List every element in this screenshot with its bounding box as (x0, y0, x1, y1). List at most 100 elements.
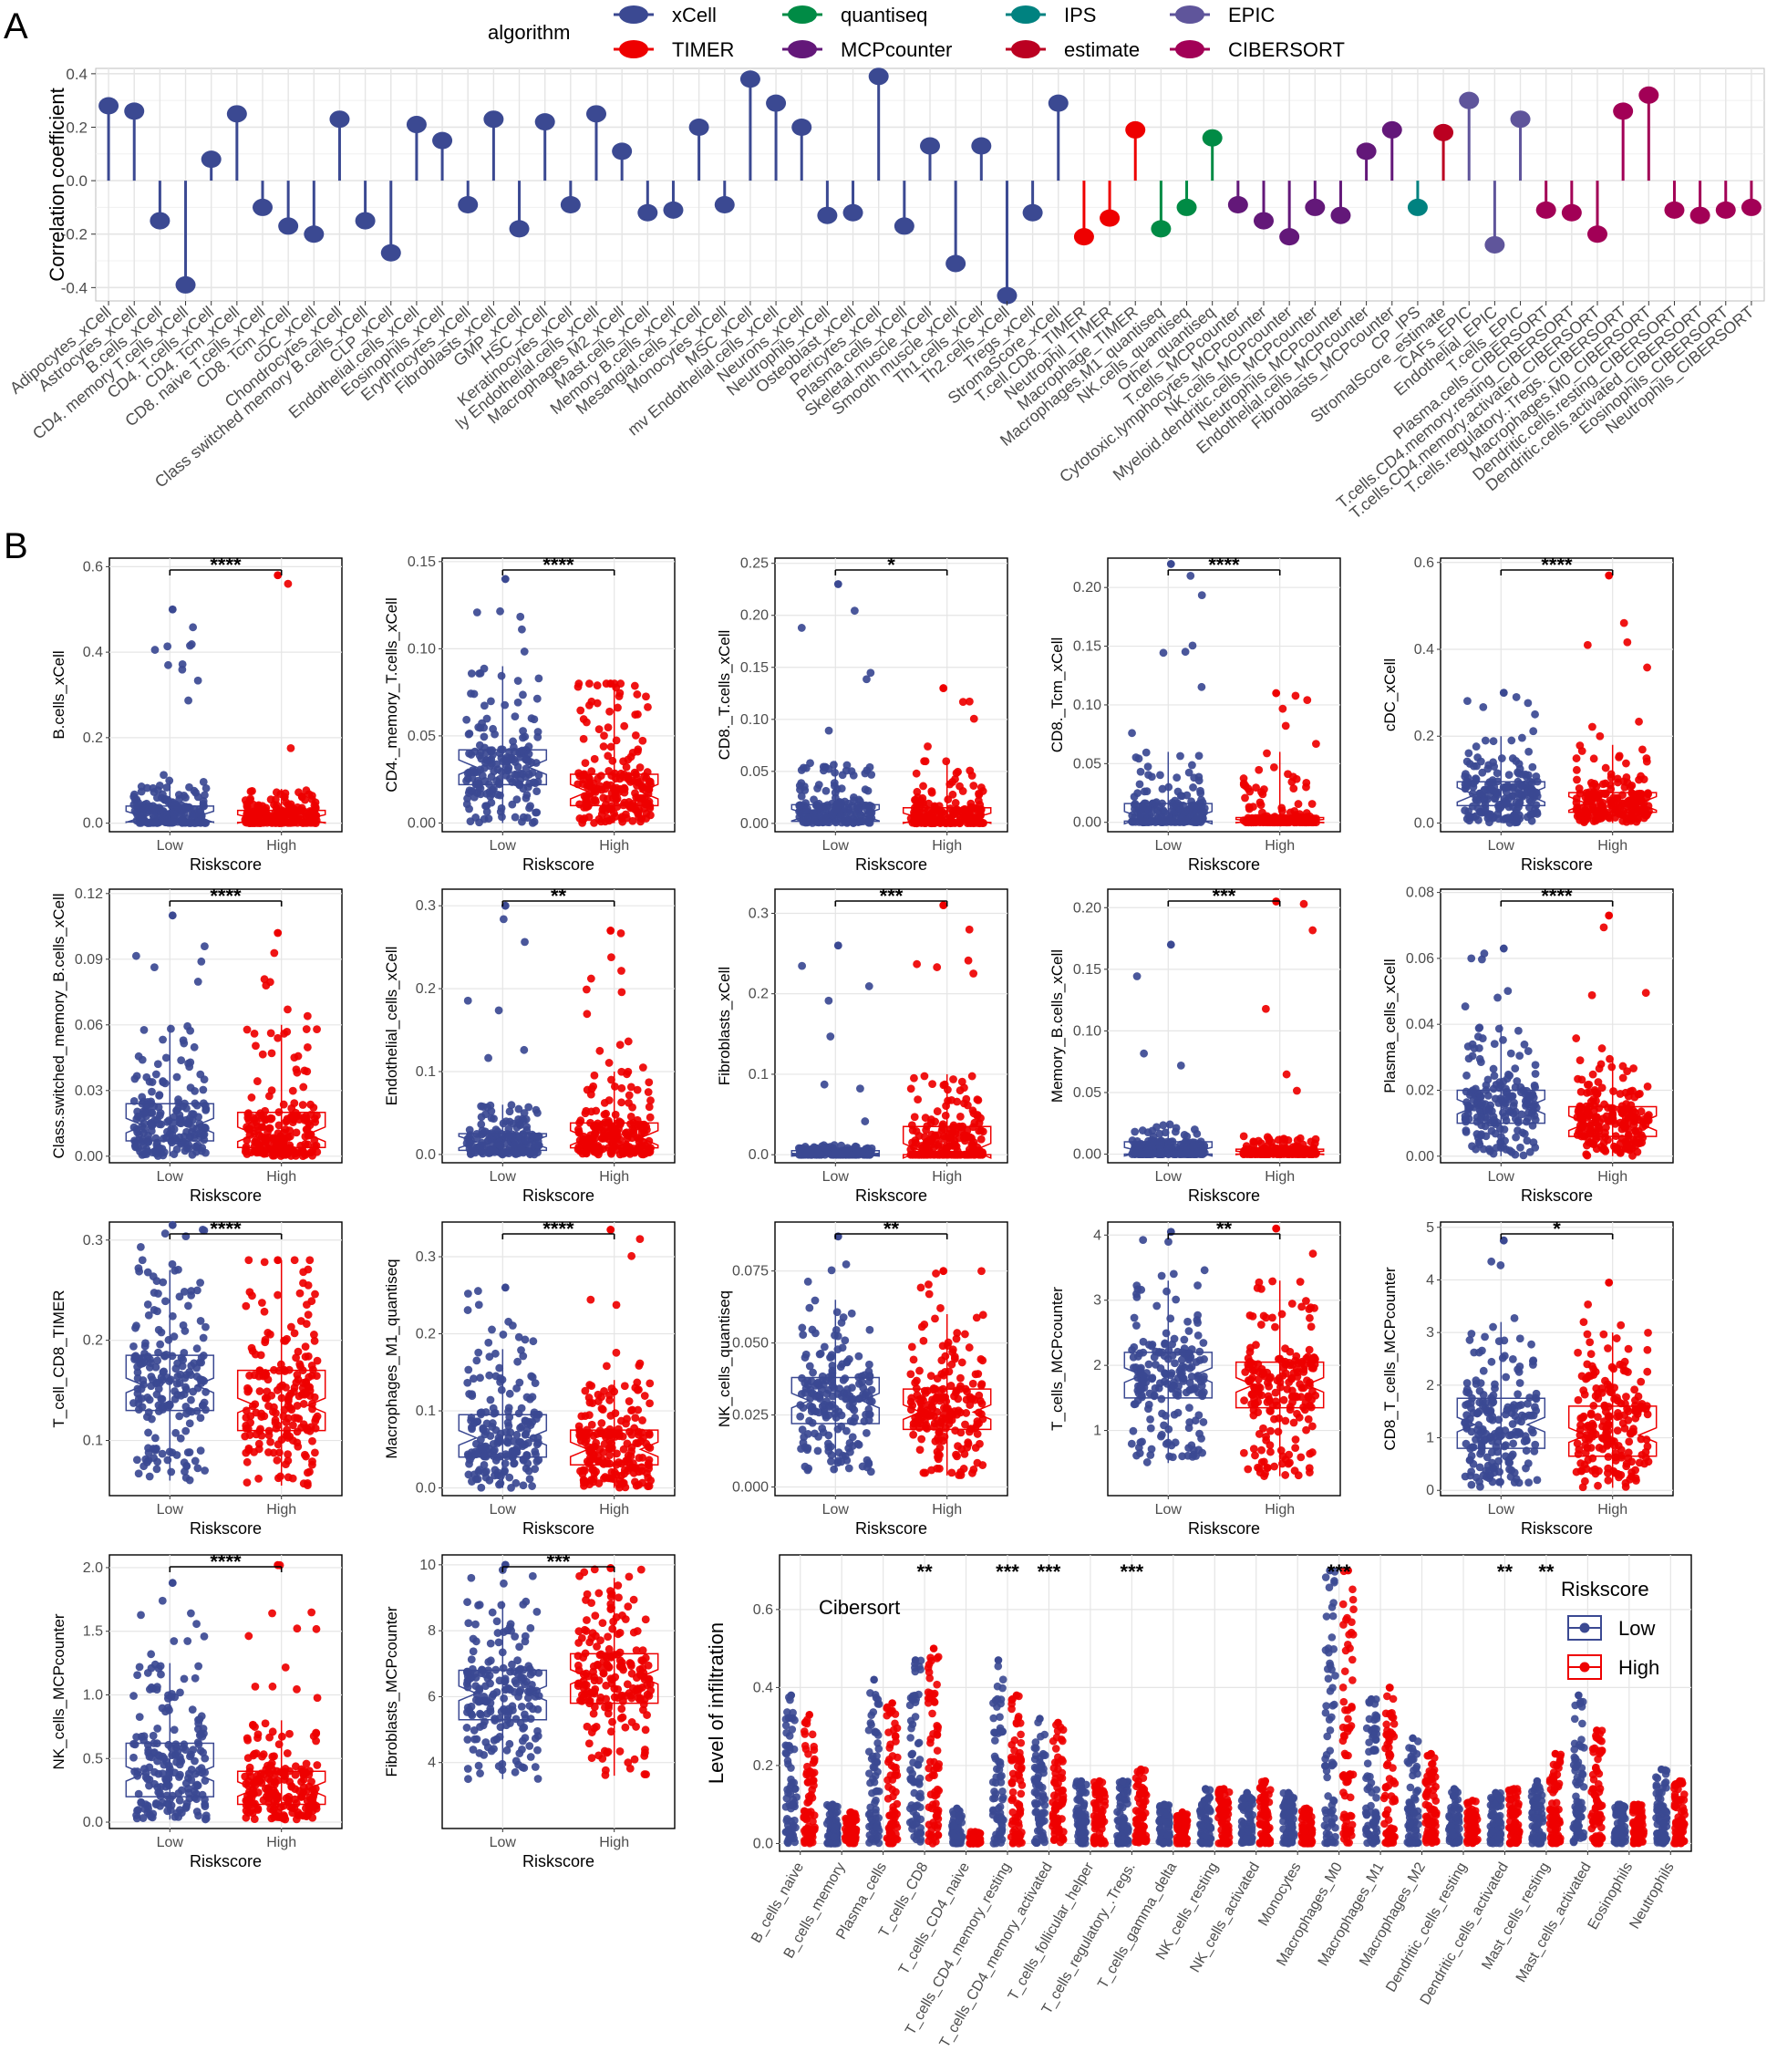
data-point (532, 808, 540, 817)
data-point (641, 1149, 650, 1158)
data-point (1494, 1024, 1503, 1033)
data-point (300, 1115, 309, 1124)
lollipop-point (1151, 220, 1172, 238)
data-point (590, 1071, 599, 1080)
data-point (1164, 782, 1173, 792)
data-point (633, 747, 642, 756)
data-point (582, 718, 591, 727)
data-point (1132, 972, 1142, 980)
data-point (604, 766, 614, 775)
data-point (1636, 789, 1644, 798)
data-point (181, 1426, 191, 1435)
data-point (933, 963, 942, 971)
data-point (187, 1395, 195, 1404)
data-point (1165, 1120, 1174, 1129)
data-point (927, 787, 936, 796)
x-tick-label: High (1265, 1169, 1295, 1185)
data-point-max (274, 928, 283, 938)
lollipop-point (380, 243, 401, 262)
data-point (830, 1141, 839, 1150)
data-point (174, 1098, 183, 1107)
data-point (796, 785, 804, 794)
data-point (243, 1150, 252, 1158)
data-point (193, 1464, 202, 1473)
lollipop-point (560, 195, 581, 213)
data-point (280, 793, 289, 802)
data-point (1167, 806, 1176, 815)
data-point (1265, 1149, 1274, 1158)
data-point (150, 1445, 160, 1454)
data-point (1599, 923, 1608, 932)
data-point (623, 1134, 632, 1143)
data-point (129, 793, 139, 801)
data-point (530, 715, 539, 724)
data-point (646, 802, 655, 811)
lollipop-point (201, 150, 222, 169)
data-point (1613, 774, 1622, 783)
legend-label: CIBERSORT (1228, 38, 1345, 61)
data-point (1188, 641, 1197, 650)
data-point (515, 1121, 524, 1130)
y-tick-label: 0.10 (1073, 698, 1101, 713)
data-point (1576, 1113, 1585, 1122)
data-point (192, 1373, 201, 1381)
data-point (921, 1114, 930, 1123)
data-point (644, 703, 652, 711)
data-point (965, 818, 974, 827)
data-point (307, 807, 316, 816)
data-point (586, 1118, 594, 1127)
box (569, 773, 659, 807)
data-point (1595, 1064, 1604, 1073)
data-point (914, 1150, 924, 1159)
data-point (479, 1103, 488, 1111)
data-point (180, 1039, 189, 1048)
data-point (1156, 1150, 1165, 1158)
data-point-max (501, 575, 510, 584)
data-point (1493, 810, 1503, 819)
data-point (480, 732, 489, 741)
data-point (284, 1005, 292, 1014)
data-point (1507, 736, 1516, 745)
data-point (1152, 799, 1160, 808)
data-point (1480, 785, 1489, 794)
y-tick-label: 0.15 (740, 660, 769, 676)
data-point (1239, 1132, 1248, 1141)
lollipop-point (1535, 201, 1556, 219)
data-point (828, 811, 837, 820)
data-point (1468, 1052, 1477, 1061)
data-point (614, 703, 622, 712)
data-point (147, 1119, 156, 1127)
lollipop-point (1484, 235, 1505, 254)
data-point (1577, 747, 1586, 755)
data-point (796, 1145, 805, 1153)
lollipop-point (98, 97, 119, 115)
lollipop-point (920, 137, 940, 155)
y-axis-title: Fibroblasts_xCell (716, 967, 733, 1085)
data-point (476, 1141, 485, 1150)
data-point (1140, 1049, 1149, 1058)
data-point (471, 780, 480, 789)
data-point (861, 1117, 870, 1125)
data-point (534, 674, 543, 683)
x-axis-title: Riskscore (1188, 855, 1260, 874)
data-point (1485, 1147, 1494, 1155)
data-point (480, 776, 490, 785)
x-tick-label: Low (157, 838, 184, 854)
data-point (969, 1138, 978, 1146)
data-point (849, 771, 858, 780)
lollipop-point (534, 113, 555, 131)
data-point (1473, 1032, 1483, 1041)
data-point (942, 1102, 950, 1110)
data-point (1531, 1061, 1540, 1070)
lollipop-point (971, 137, 992, 155)
data-point (467, 669, 476, 678)
data-point (302, 1025, 311, 1033)
data-point (190, 804, 199, 813)
data-point (1531, 1070, 1540, 1078)
lollipop-point (1407, 198, 1428, 216)
data-point (510, 1140, 519, 1149)
data-point (841, 1146, 850, 1155)
data-point (175, 1412, 184, 1421)
